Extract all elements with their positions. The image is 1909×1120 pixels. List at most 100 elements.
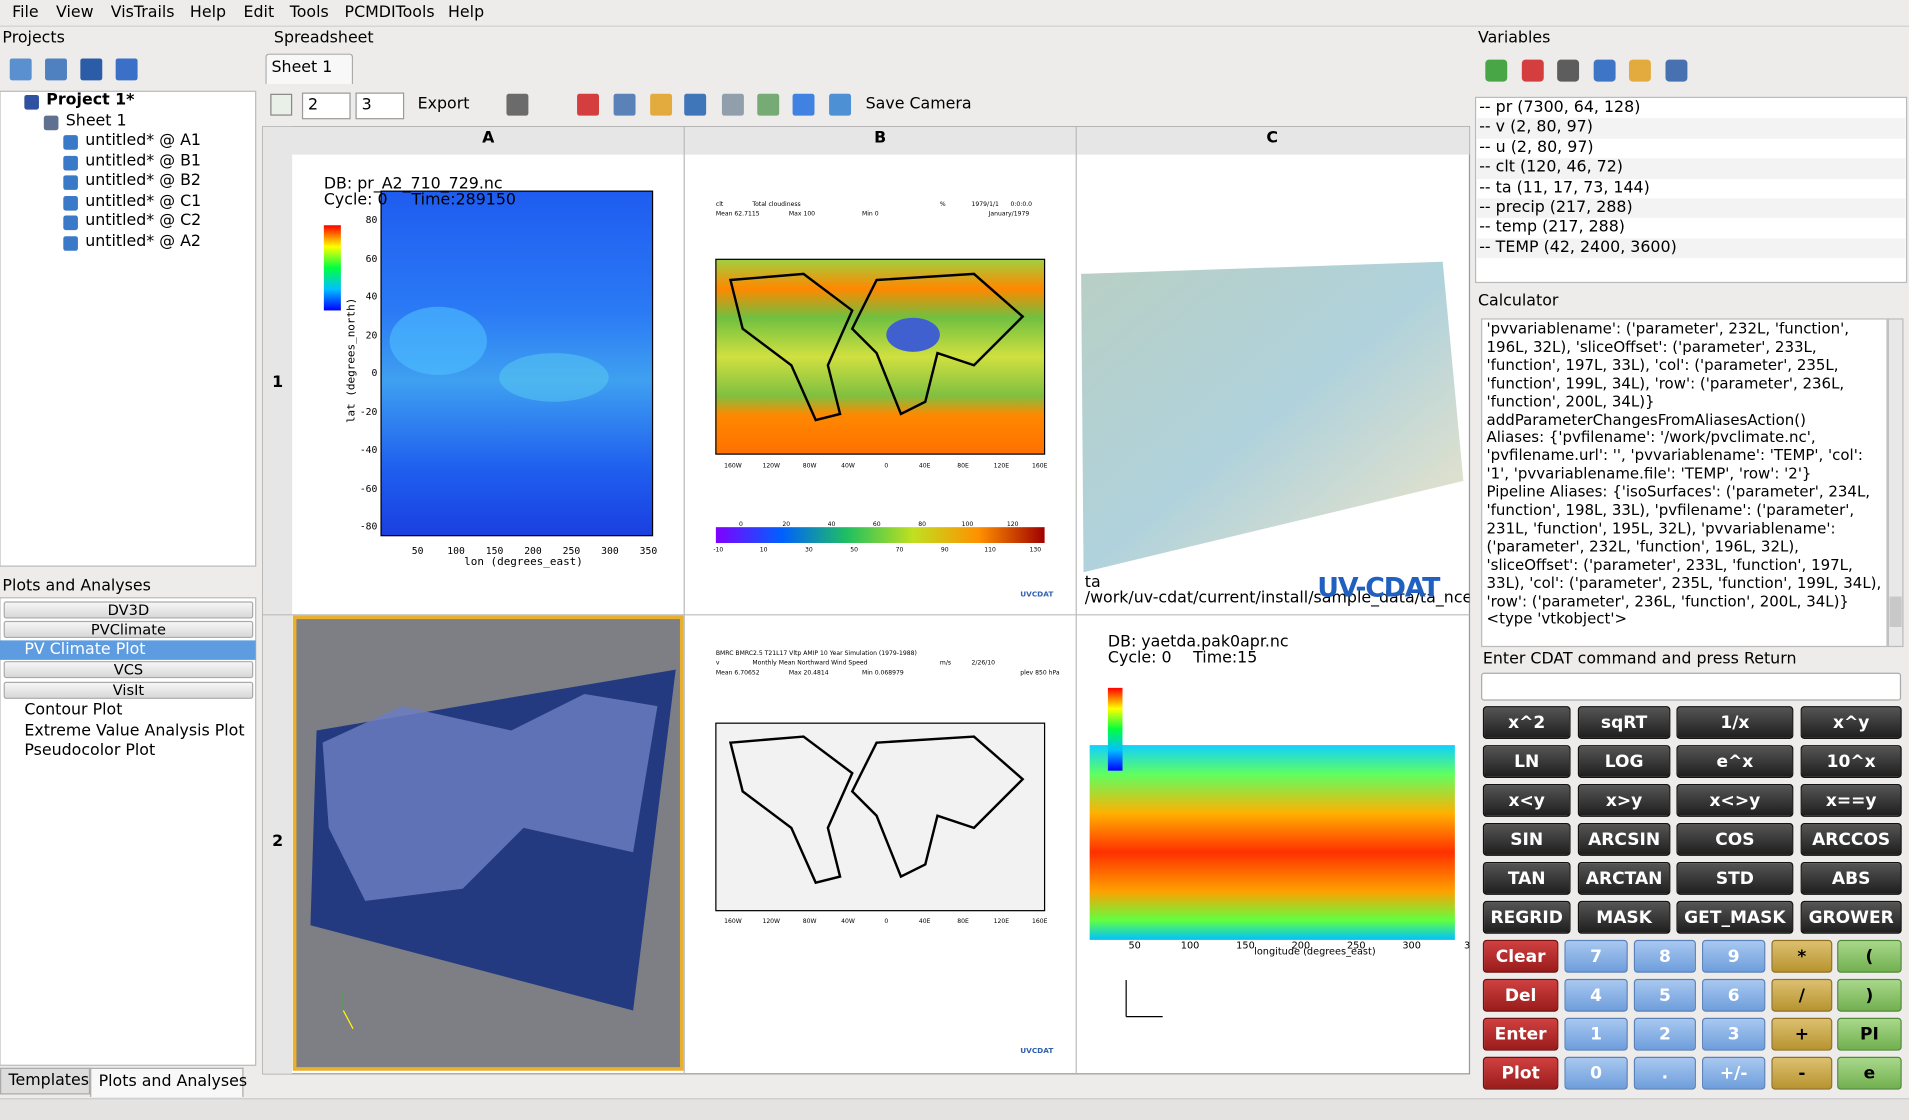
toolbar-icon[interactable]: [80, 58, 103, 81]
calc-button[interactable]: GET_MASK: [1676, 900, 1794, 934]
spin-box[interactable]: 2: [301, 92, 351, 120]
calc-button[interactable]: x>y: [1577, 784, 1671, 817]
calc-button[interactable]: LOG: [1577, 745, 1671, 778]
calc-button[interactable]: Clear: [1482, 939, 1559, 973]
calc-button[interactable]: x^y: [1800, 706, 1902, 740]
tab[interactable]: Plots and Analyses: [90, 1067, 247, 1097]
group-header[interactable]: VisIt: [3, 681, 254, 699]
calc-button[interactable]: e^x: [1676, 745, 1794, 778]
tree-item[interactable]: Project 1*: [46, 91, 135, 110]
save-camera-button[interactable]: Save Camera: [865, 94, 972, 114]
calc-button[interactable]: ARCSIN: [1577, 823, 1671, 856]
variable-item[interactable]: -- precip (217, 288): [1479, 198, 1633, 217]
toolbar-icon[interactable]: [721, 93, 744, 116]
plot-item[interactable]: Contour Plot: [24, 701, 123, 720]
tree-item[interactable]: untitled* @ A1: [85, 131, 201, 150]
calc-button[interactable]: COS: [1676, 823, 1794, 856]
calc-button[interactable]: ARCCOS: [1800, 823, 1902, 856]
variable-item[interactable]: -- temp (217, 288): [1479, 218, 1625, 237]
toolbar-icon[interactable]: [1628, 59, 1651, 82]
calc-button[interactable]: SIN: [1482, 823, 1571, 856]
calc-button[interactable]: 4: [1564, 978, 1628, 1012]
toolbar-icon[interactable]: [792, 93, 815, 116]
calc-button[interactable]: +/-: [1702, 1056, 1766, 1090]
tree-item[interactable]: Sheet 1: [65, 112, 127, 131]
calc-button[interactable]: +: [1771, 1017, 1833, 1051]
menu-item[interactable]: PCMDITools: [344, 3, 435, 22]
calc-button[interactable]: x<y: [1482, 784, 1571, 817]
variable-item[interactable]: -- TEMP (42, 2400, 3600): [1479, 238, 1677, 257]
toolbar-icon[interactable]: [1485, 59, 1508, 82]
calc-button[interactable]: 2: [1633, 1017, 1696, 1051]
calc-button[interactable]: PI: [1837, 1017, 1902, 1051]
calc-button[interactable]: Plot: [1482, 1056, 1559, 1090]
variable-item[interactable]: -- u (2, 80, 97): [1479, 138, 1594, 157]
menu-item[interactable]: Tools: [289, 3, 329, 22]
tree-item[interactable]: untitled* @ C2: [85, 211, 202, 231]
toolbar-icon[interactable]: [115, 58, 138, 81]
calc-button[interactable]: TAN: [1482, 861, 1571, 895]
tab[interactable]: Templates: [0, 1067, 91, 1095]
calc-button[interactable]: x^2: [1482, 706, 1571, 740]
calc-button[interactable]: ARCTAN: [1577, 861, 1671, 895]
toolbar-icon[interactable]: [1521, 59, 1544, 82]
calc-button[interactable]: 5: [1633, 978, 1696, 1012]
export-button[interactable]: Export: [417, 94, 470, 114]
calc-button[interactable]: /: [1771, 978, 1833, 1012]
menu-item[interactable]: View: [56, 3, 94, 22]
calc-button[interactable]: (: [1837, 939, 1902, 973]
calc-button[interactable]: e: [1837, 1056, 1902, 1090]
variable-item[interactable]: -- ta (11, 17, 73, 144): [1479, 178, 1650, 197]
group-header[interactable]: VCS: [3, 661, 254, 679]
menu-item[interactable]: Edit: [243, 3, 275, 22]
calc-button[interactable]: -: [1771, 1056, 1833, 1090]
spin-box[interactable]: 3: [355, 92, 405, 120]
menu-item[interactable]: File: [12, 3, 39, 22]
calc-button[interactable]: *: [1771, 939, 1833, 973]
menu-item[interactable]: VisTrails: [110, 3, 175, 22]
calc-button[interactable]: LN: [1482, 745, 1571, 778]
calc-button[interactable]: 1: [1564, 1017, 1628, 1051]
calc-button[interactable]: 8: [1633, 939, 1696, 973]
toolbar-icon[interactable]: [613, 93, 636, 116]
toolbar-icon[interactable]: [1557, 59, 1580, 82]
variable-item[interactable]: -- v (2, 80, 97): [1479, 118, 1593, 137]
calc-button[interactable]: GROWER: [1800, 900, 1902, 934]
toolbar-icon[interactable]: [506, 93, 529, 116]
calc-button[interactable]: Enter: [1482, 1017, 1559, 1051]
calc-button[interactable]: 3: [1702, 1017, 1766, 1051]
variable-item[interactable]: -- clt (120, 46, 72): [1479, 158, 1623, 177]
calc-button[interactable]: ): [1837, 978, 1902, 1012]
toolbar-icon[interactable]: [829, 93, 852, 116]
calc-button[interactable]: ABS: [1800, 861, 1902, 895]
toolbar-icon[interactable]: [577, 93, 599, 116]
group-header[interactable]: DV3D: [3, 601, 254, 619]
toolbar-icon[interactable]: [684, 93, 707, 116]
calc-button[interactable]: 7: [1564, 939, 1628, 973]
plot-item[interactable]: Pseudocolor Plot: [24, 741, 156, 760]
toolbar-icon[interactable]: [757, 93, 780, 116]
calc-button[interactable]: 10^x: [1800, 745, 1902, 778]
sheet-tab[interactable]: Sheet 1: [265, 53, 354, 85]
calc-button[interactable]: MASK: [1577, 900, 1671, 934]
variable-item[interactable]: -- pr (7300, 64, 128): [1479, 98, 1641, 117]
toolbar-icon[interactable]: [1664, 59, 1687, 82]
calc-button[interactable]: x==y: [1800, 784, 1902, 817]
group-header[interactable]: PVClimate: [3, 620, 254, 638]
toolbar-icon[interactable]: [650, 93, 673, 116]
menu-item[interactable]: Help: [189, 3, 227, 22]
calc-button[interactable]: sqRT: [1577, 706, 1671, 740]
plot-item-selected[interactable]: PV Climate Plot: [24, 640, 146, 659]
calc-button[interactable]: .: [1633, 1056, 1696, 1090]
tree-item[interactable]: untitled* @ A2: [85, 232, 201, 251]
calc-button[interactable]: 9: [1702, 939, 1766, 973]
menu-item[interactable]: Help: [448, 3, 485, 22]
calc-button[interactable]: REGRID: [1482, 900, 1571, 934]
toolbar-icon[interactable]: [45, 58, 67, 81]
toolbar-icon[interactable]: [270, 93, 293, 116]
tree-item[interactable]: untitled* @ B2: [85, 171, 202, 190]
calc-button[interactable]: x<>y: [1676, 784, 1794, 817]
tree-item[interactable]: untitled* @ C1: [85, 192, 202, 211]
tree-item[interactable]: untitled* @ B1: [85, 152, 202, 171]
plot-item[interactable]: Extreme Value Analysis Plot: [24, 721, 245, 740]
